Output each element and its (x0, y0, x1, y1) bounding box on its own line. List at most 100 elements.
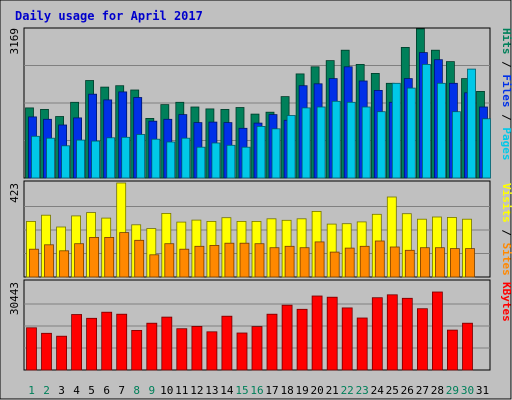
chart-panels: 3169 Hits / Files / Pages 423 Visits / Site… (8, 27, 512, 371)
bar-sites-day-25 (389, 246, 400, 278)
legend-text: KBytes (500, 282, 512, 322)
bar-pages-day-19 (301, 107, 311, 179)
bar-pages-day-3 (61, 145, 70, 179)
bar-pages-day-31 (482, 118, 491, 179)
bar-sites-day-4 (74, 243, 84, 278)
bar-sites-day-26 (404, 249, 415, 278)
day-label-15: 15 (235, 384, 248, 397)
bar-kbytes-day-12 (191, 325, 203, 371)
legend-separator: / (500, 108, 512, 128)
bar-kbytes-day-26 (401, 297, 413, 371)
day-label-26: 26 (401, 384, 414, 397)
day-label-25: 25 (386, 384, 399, 397)
bar-pages-day-9 (151, 138, 161, 179)
bar-sites-day-11 (179, 248, 190, 278)
day-label-12: 12 (190, 384, 203, 397)
day-label-30: 30 (461, 384, 474, 397)
bar-kbytes-day-23 (356, 317, 368, 371)
bar-pages-day-27 (421, 64, 431, 179)
legend-visits-sites: Visits / Sites (500, 183, 512, 276)
bar-kbytes-day-7 (116, 313, 128, 371)
bar-pages-day-8 (136, 134, 146, 179)
bar-pages-day-14 (226, 144, 236, 179)
bar-sites-day-14 (224, 242, 235, 278)
y-max-label: 423 (8, 183, 21, 203)
bar-kbytes-day-24 (371, 297, 383, 371)
bar-kbytes-day-27 (416, 308, 428, 371)
bar-kbytes-day-18 (281, 304, 293, 371)
legend-item-files: Files (500, 74, 512, 107)
bar-sites-day-6 (104, 236, 115, 278)
chart-title: Daily usage for April 2017 (15, 9, 203, 23)
bar-sites-day-13 (209, 244, 220, 278)
bar-kbytes-day-25 (386, 294, 398, 371)
day-label-23: 23 (356, 384, 369, 397)
bar-kbytes-day-8 (131, 329, 143, 371)
day-label-24: 24 (371, 384, 385, 397)
bar-kbytes-day-11 (176, 328, 188, 371)
bar-sites-day-21 (329, 251, 340, 278)
bar-pages-day-18 (286, 115, 296, 179)
bar-pages-day-1 (31, 135, 40, 179)
bar-pages-day-24 (376, 111, 386, 179)
bar-pages-day-5 (91, 140, 100, 179)
bar-kbytes-day-5 (86, 317, 97, 371)
bar-kbytes-day-28 (431, 291, 443, 371)
bar-pages-day-22 (346, 101, 356, 179)
day-label-13: 13 (205, 384, 218, 397)
day-label-28: 28 (431, 384, 444, 397)
day-label-19: 19 (295, 384, 308, 397)
bar-pages-day-28 (436, 82, 446, 179)
bar-sites-day-2 (44, 244, 54, 278)
y-max-label: 30443 (8, 282, 21, 315)
legend-text: Hits / Files / Pages (500, 28, 512, 161)
day-label-27: 27 (416, 384, 429, 397)
bar-pages-day-13 (211, 142, 221, 179)
day-label-9: 9 (148, 384, 155, 397)
bar-sites-day-29 (449, 248, 460, 278)
bar-sites-day-12 (194, 245, 205, 278)
bar-kbytes-day-3 (56, 335, 67, 371)
panel-visits-sites: 423 Visits / Sites (8, 180, 512, 278)
panel-pages-files-hits: 3169 Hits / Files / Pages (8, 27, 512, 179)
legend-pages-files-hits: Hits / Files / Pages (500, 28, 512, 161)
day-label-6: 6 (103, 384, 110, 397)
bar-sites-day-30 (465, 248, 475, 278)
bar-pages-day-2 (46, 137, 55, 179)
bar-sites-day-28 (434, 247, 445, 278)
bar-pages-day-25 (391, 82, 401, 179)
day-label-5: 5 (88, 384, 95, 397)
panel-kbytes: 30443 KBytes (8, 279, 512, 371)
bar-sites-day-3 (59, 250, 69, 278)
legend-item-pages: Pages (500, 127, 512, 160)
bar-sites-day-10 (164, 243, 175, 278)
bar-pages-day-7 (121, 136, 131, 179)
bar-pages-day-30 (467, 68, 476, 179)
bar-pages-day-20 (316, 106, 326, 179)
bar-pages-day-15 (241, 146, 251, 179)
day-label-22: 22 (341, 384, 354, 397)
bar-pages-day-4 (76, 139, 85, 179)
day-label-1: 1 (28, 384, 35, 397)
bar-kbytes-day-6 (101, 311, 113, 371)
bar-kbytes-day-19 (296, 308, 308, 371)
bar-pages-day-6 (106, 137, 116, 179)
bar-pages-day-10 (166, 141, 176, 179)
bar-kbytes-day-15 (236, 332, 248, 371)
bar-kbytes-day-29 (446, 329, 458, 371)
bar-kbytes-day-9 (146, 322, 158, 371)
legend-item-sites: Sites (500, 243, 512, 276)
day-label-29: 29 (446, 384, 459, 397)
day-label-31: 31 (476, 384, 489, 397)
legend-item-kbytes: KBytes (500, 282, 512, 322)
bar-kbytes-day-22 (341, 307, 353, 371)
day-label-10: 10 (160, 384, 173, 397)
bar-pages-day-17 (271, 128, 281, 179)
legend-separator: / (500, 55, 512, 75)
bar-sites-day-9 (149, 254, 160, 278)
day-label-2: 2 (43, 384, 50, 397)
bar-sites-day-5 (89, 236, 99, 278)
bar-kbytes-day-30 (462, 322, 473, 371)
bar-sites-day-7 (119, 232, 130, 278)
